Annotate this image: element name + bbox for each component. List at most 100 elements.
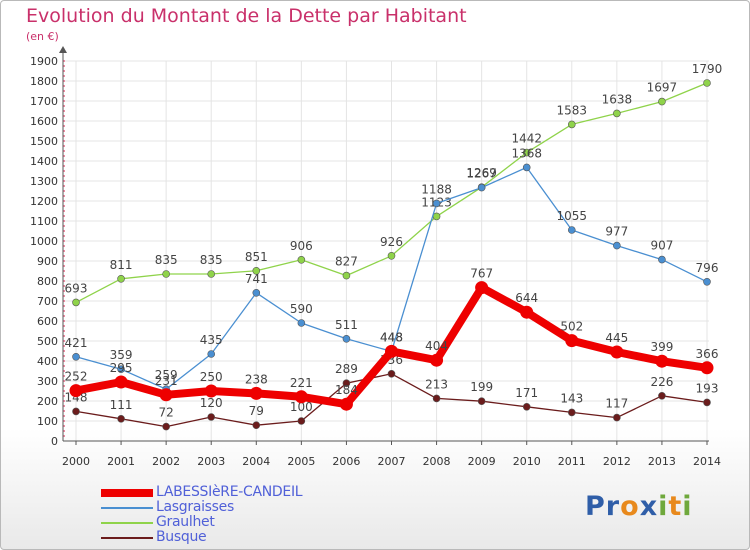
y-tick-label: 1100 bbox=[30, 215, 58, 228]
data-point-busque bbox=[252, 421, 261, 430]
x-tick-label: 2011 bbox=[558, 455, 586, 468]
data-label-lasgraisses: 448 bbox=[380, 330, 403, 344]
data-point-busque bbox=[207, 413, 216, 421]
data-point-lasgraisses bbox=[613, 241, 621, 250]
data-label-labessi-re-candeil: 644 bbox=[515, 291, 538, 305]
data-point-lasgraisses bbox=[72, 352, 80, 361]
y-tick-label: 900 bbox=[37, 255, 58, 268]
data-label-lasgraisses: 259 bbox=[155, 368, 178, 382]
data-point-lasgraisses bbox=[477, 183, 486, 192]
data-label-lasgraisses: 435 bbox=[200, 333, 223, 347]
data-point-busque bbox=[297, 417, 306, 425]
legend-swatch bbox=[101, 489, 153, 497]
data-point-lasgraisses bbox=[703, 277, 711, 286]
legend-swatch bbox=[101, 507, 153, 509]
x-tick-label: 2009 bbox=[468, 455, 496, 468]
data-point-labessi-re-candeil bbox=[475, 281, 489, 295]
x-tick-label: 2008 bbox=[423, 455, 451, 468]
data-label-lasgraisses: 977 bbox=[605, 225, 628, 239]
legend-label: Lasgraisses bbox=[156, 499, 234, 515]
data-point-lasgraisses bbox=[342, 334, 351, 343]
proxiti-logo: Proxiti bbox=[585, 491, 693, 522]
data-label-graulhet: 827 bbox=[335, 255, 358, 269]
data-point-graulhet bbox=[342, 271, 351, 280]
data-point-labessi-re-candeil bbox=[655, 354, 669, 368]
data-label-lasgraisses: 590 bbox=[290, 302, 313, 316]
data-label-busque: 171 bbox=[515, 386, 538, 400]
y-tick-label: 1600 bbox=[30, 115, 58, 128]
logo-letter: i bbox=[682, 491, 693, 522]
data-point-lasgraisses bbox=[297, 319, 306, 327]
data-label-graulhet: 1697 bbox=[647, 81, 678, 95]
data-label-busque: 72 bbox=[159, 406, 174, 420]
data-point-graulhet bbox=[72, 298, 80, 307]
x-tick-label: 2012 bbox=[603, 455, 631, 468]
data-label-lasgraisses: 907 bbox=[650, 239, 673, 253]
data-point-lasgraisses bbox=[567, 226, 576, 234]
data-label-graulhet: 1638 bbox=[602, 92, 633, 106]
data-point-busque bbox=[477, 397, 486, 406]
data-point-lasgraisses bbox=[117, 365, 125, 374]
data-label-busque: 226 bbox=[650, 375, 673, 389]
data-label-labessi-re-candeil: 184 bbox=[335, 383, 358, 397]
data-point-busque bbox=[432, 394, 441, 403]
data-label-busque: 111 bbox=[110, 398, 133, 412]
data-label-labessi-re-candeil: 238 bbox=[245, 372, 268, 386]
data-point-busque bbox=[658, 391, 666, 400]
logo-letter: o bbox=[620, 491, 640, 522]
data-label-lasgraisses: 796 bbox=[696, 261, 719, 275]
data-label-lasgraisses: 511 bbox=[335, 318, 358, 332]
y-tick-label: 1300 bbox=[30, 175, 58, 188]
logo-letter: r bbox=[605, 491, 621, 522]
x-tick-label: 2007 bbox=[378, 455, 406, 468]
data-point-labessi-re-candeil bbox=[159, 388, 173, 402]
data-point-labessi-re-candeil bbox=[385, 344, 398, 358]
data-point-busque bbox=[703, 398, 711, 407]
data-point-lasgraisses bbox=[522, 163, 531, 172]
data-label-graulhet: 811 bbox=[110, 258, 133, 272]
legend-swatch bbox=[101, 537, 153, 539]
data-label-lasgraisses: 1055 bbox=[557, 209, 588, 223]
data-label-lasgraisses: 421 bbox=[65, 336, 88, 350]
data-point-labessi-re-candeil bbox=[339, 397, 353, 411]
data-label-busque: 213 bbox=[425, 377, 448, 391]
data-point-busque bbox=[162, 422, 170, 431]
data-point-labessi-re-candeil bbox=[610, 345, 624, 359]
x-tick-label: 2004 bbox=[242, 455, 270, 468]
data-label-labessi-re-candeil: 404 bbox=[425, 339, 448, 353]
data-point-labessi-re-candeil bbox=[520, 305, 534, 319]
y-tick-label: 1400 bbox=[30, 155, 58, 168]
y-tick-label: 1200 bbox=[30, 195, 58, 208]
data-point-graulhet bbox=[117, 274, 125, 283]
logo-letter: i bbox=[658, 491, 669, 522]
data-point-graulhet bbox=[432, 212, 441, 221]
data-point-labessi-re-candeil bbox=[565, 334, 579, 348]
y-tick-label: 700 bbox=[37, 295, 58, 308]
data-label-labessi-re-candeil: 221 bbox=[290, 376, 313, 390]
data-label-busque: 120 bbox=[200, 396, 223, 410]
data-point-busque bbox=[567, 408, 576, 417]
data-label-labessi-re-candeil: 250 bbox=[200, 370, 223, 384]
legend-label: Busque bbox=[156, 529, 207, 545]
data-point-graulhet bbox=[162, 270, 170, 278]
data-point-labessi-re-candeil bbox=[294, 390, 308, 404]
data-point-graulhet bbox=[567, 120, 576, 129]
data-label-busque: 117 bbox=[605, 397, 628, 411]
data-label-labessi-re-candeil: 252 bbox=[65, 370, 88, 384]
x-tick-label: 2000 bbox=[62, 455, 90, 468]
y-tick-label: 1700 bbox=[30, 95, 58, 108]
data-label-graulhet: 1583 bbox=[557, 103, 588, 117]
data-point-busque bbox=[342, 379, 351, 388]
data-label-graulhet: 693 bbox=[65, 281, 88, 295]
data-label-lasgraisses: 741 bbox=[245, 272, 268, 286]
data-label-labessi-re-candeil: 231 bbox=[155, 374, 178, 388]
data-label-labessi-re-candeil: 502 bbox=[560, 320, 583, 334]
data-label-graulhet: 1790 bbox=[692, 62, 723, 76]
data-point-graulhet bbox=[658, 97, 666, 106]
y-tick-label: 300 bbox=[37, 375, 58, 388]
data-label-busque: 79 bbox=[249, 404, 264, 418]
data-point-graulhet bbox=[522, 148, 531, 157]
data-point-labessi-re-candeil bbox=[700, 361, 714, 375]
